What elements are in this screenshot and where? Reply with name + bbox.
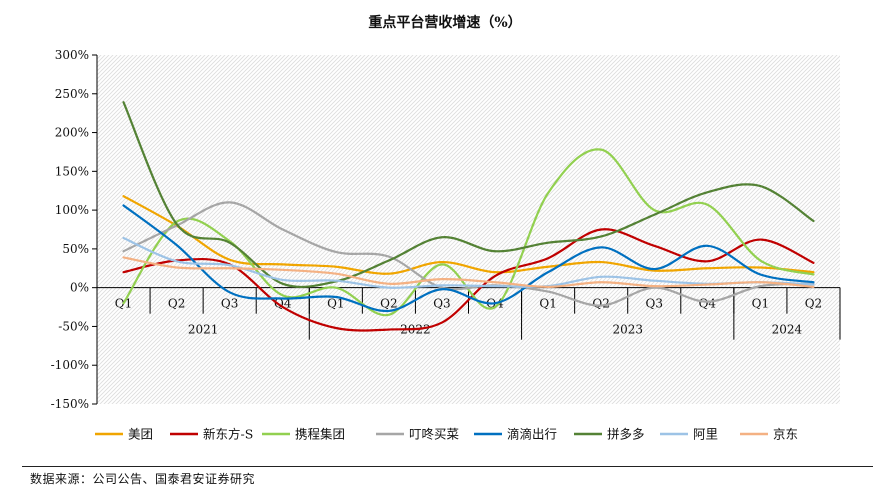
legend-label: 携程集团 [295,427,345,442]
x-tick-label: Q1 [752,297,769,311]
plot-background [97,55,840,404]
legend-item: 拼多多 [574,427,645,442]
series-line-6 [122,101,815,289]
source-note: 数据来源：公司公告、国泰君安证券研究 [30,472,256,486]
legend-label: 滴滴出行 [507,427,557,442]
x-tick-label: Q2 [168,297,185,311]
legend-label: 阿里 [693,427,718,442]
y-tick-label: 150% [55,164,89,178]
chart-title: 重点平台营收增速（%） [368,14,521,31]
x-tick-label: Q3 [433,297,450,311]
legend-item: 美团 [95,427,153,442]
legend-label: 新东方-S [203,427,253,442]
source-divider [22,466,873,467]
x-tick-label: Q2 [592,297,609,311]
series-line-3 [122,148,815,317]
legend-label: 叮咚买菜 [409,427,460,442]
x-tick-label: Q1 [327,297,344,311]
series-line-5 [122,204,815,313]
legend-item: 叮咚买菜 [376,427,460,442]
y-tick-label: 50% [62,242,89,256]
y-tick-label: 0% [70,281,89,295]
x-tick-label: Q1 [539,297,556,311]
legend-label: 拼多多 [607,427,645,442]
series-line-8 [122,256,815,288]
x-tick-label: Q2 [805,297,822,311]
legend-item: 携程集团 [262,427,345,442]
x-tick-label: Q4 [274,297,292,311]
y-tick-label: -100% [51,358,89,372]
x-tick-label: Q4 [699,297,717,311]
legend-item: 阿里 [660,427,718,442]
year-label: 2021 [188,323,219,337]
series-line-1 [122,195,815,275]
y-tick-label: 250% [55,87,89,101]
y-tick-label: 100% [55,203,89,217]
legend-item: 京东 [740,427,798,442]
x-tick-label: Q3 [646,297,663,311]
y-tick-label: 300% [55,48,89,62]
y-tick-label: 200% [55,126,89,140]
y-tick-label: -50% [58,319,89,333]
y-tick-label: -150% [51,397,89,411]
year-label: 2024 [772,323,803,337]
legend-item: 滴滴出行 [474,427,557,442]
year-label: 2023 [612,323,643,337]
legend-label: 美团 [128,427,153,442]
series-line-4 [122,201,815,307]
x-tick-label: Q2 [380,297,397,311]
x-tick-label: Q3 [221,297,238,311]
legend-label: 京东 [773,427,798,442]
legend-item: 新东方-S [170,427,253,442]
